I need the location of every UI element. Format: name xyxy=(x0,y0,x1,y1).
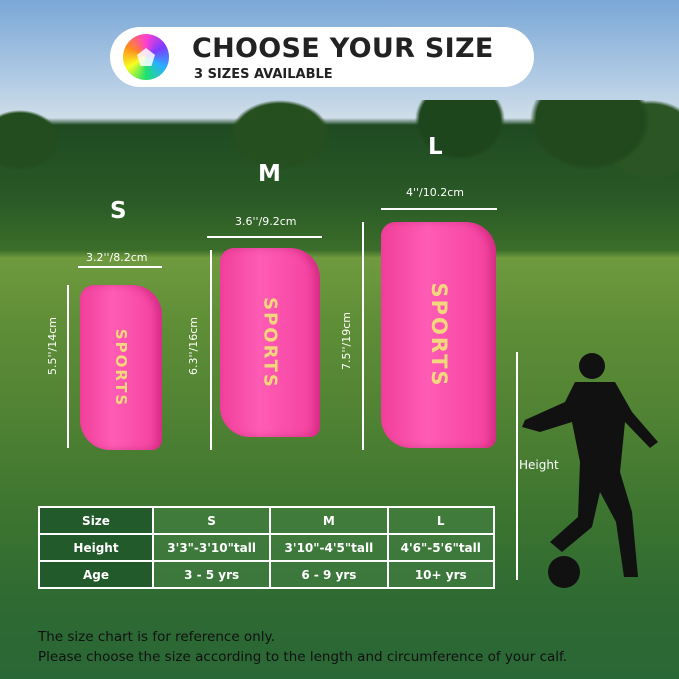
player-height-label: Height xyxy=(519,458,559,472)
page-subtitle: 3 SIZES AVAILABLE xyxy=(194,67,333,82)
height-arrow-m xyxy=(210,250,212,450)
shin-guard-l: SPORTS xyxy=(381,222,496,448)
width-arrow-m xyxy=(207,236,322,238)
table-cell: Height xyxy=(38,533,154,562)
width-label-l: 4''/10.2cm xyxy=(406,186,465,199)
width-label-s: 3.2''/8.2cm xyxy=(86,251,148,264)
table-header-cell: L xyxy=(386,506,495,535)
table-cell: 3 - 5 yrs xyxy=(151,560,272,589)
table-row: Size S M L xyxy=(38,506,495,535)
table-cell: Age xyxy=(38,560,154,589)
width-arrow-l xyxy=(381,208,497,210)
soccer-ball-icon xyxy=(123,34,169,80)
player-height-arrow xyxy=(516,352,518,580)
size-label-l: L xyxy=(428,134,443,160)
guard-text: SPORTS xyxy=(259,296,281,389)
soccer-ball-icon xyxy=(548,556,580,588)
table-cell: 3'10"-4'5"tall xyxy=(269,533,389,562)
height-arrow-s xyxy=(67,285,69,448)
length-label-m: 6.3''/16cm xyxy=(187,316,200,375)
footer-note-1: The size chart is for reference only. xyxy=(38,629,275,645)
table-header-cell: S xyxy=(151,506,272,535)
width-arrow-s xyxy=(78,266,162,268)
player-silhouette-icon xyxy=(522,353,658,577)
length-label-l: 7.5''/19cm xyxy=(340,311,353,370)
table-row: Height 3'3"-3'10"tall 3'10"-4'5"tall 4'6… xyxy=(38,533,495,562)
size-label-s: S xyxy=(110,198,127,224)
table-cell: 4'6"-5'6"tall xyxy=(386,533,495,562)
tree-line xyxy=(0,100,679,260)
table-header-cell: Size xyxy=(38,506,154,535)
width-label-m: 3.6''/9.2cm xyxy=(235,215,297,228)
shin-guard-s: SPORTS xyxy=(80,285,162,450)
table-header-cell: M xyxy=(269,506,389,535)
size-table: Size S M L Height 3'3"-3'10"tall 3'10"-4… xyxy=(38,506,495,589)
table-cell: 10+ yrs xyxy=(386,560,495,589)
table-row: Age 3 - 5 yrs 6 - 9 yrs 10+ yrs xyxy=(38,560,495,589)
length-label-s: 5.5''/14cm xyxy=(46,316,59,375)
height-arrow-l xyxy=(362,222,364,450)
header-banner: CHOOSE YOUR SIZE 3 SIZES AVAILABLE xyxy=(110,27,534,87)
size-label-m: M xyxy=(258,161,281,187)
guard-text: SPORTS xyxy=(426,282,451,388)
shin-guard-m: SPORTS xyxy=(220,248,320,437)
guard-text: SPORTS xyxy=(112,328,130,407)
footer-note-2: Please choose the size according to the … xyxy=(38,649,568,665)
page-title: CHOOSE YOUR SIZE xyxy=(192,33,494,64)
table-cell: 6 - 9 yrs xyxy=(269,560,389,589)
table-cell: 3'3"-3'10"tall xyxy=(151,533,272,562)
